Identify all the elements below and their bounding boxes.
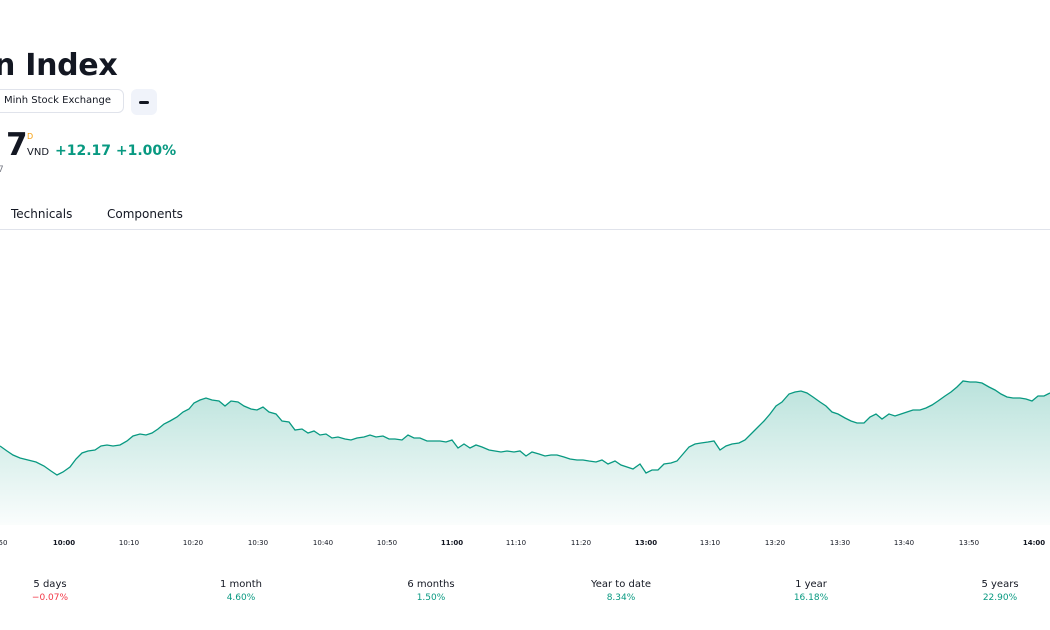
perf-label: 1 month (220, 579, 262, 590)
x-tick-label: 11:20 (571, 539, 591, 547)
tab-technicals[interactable]: Technicals (11, 207, 73, 221)
more-button[interactable] (131, 89, 157, 115)
perf-value: 8.34% (606, 593, 636, 603)
x-tick-label: 13:40 (894, 539, 914, 547)
exchange-chip[interactable]: hi Minh Stock Exchange (0, 89, 124, 113)
perf-label: 6 months (407, 579, 455, 590)
perf-5-days[interactable]: 5 days −0.07% (0, 578, 100, 605)
last-price: 7 (6, 127, 28, 163)
x-tick-label: 11:00 (441, 539, 463, 547)
tab-components[interactable]: Components (107, 207, 183, 221)
x-tick-label: 14:00 (1023, 539, 1045, 547)
perf-value: 16.18% (793, 593, 829, 603)
perf-label: 5 years (981, 579, 1019, 590)
market-status-flag: D (27, 132, 34, 141)
perf-5-years[interactable]: 5 years 22.90% (950, 578, 1050, 605)
x-tick-label: 11:10 (506, 539, 526, 547)
perf-label: 5 days (33, 579, 67, 590)
perf-value: 4.60% (226, 593, 256, 603)
x-tick-label: 10:00 (53, 539, 75, 547)
x-tick-label: 13:50 (959, 539, 979, 547)
perf-label: Year to date (590, 579, 652, 590)
x-tick-label: 13:30 (830, 539, 850, 547)
x-tick-label: 50 (0, 539, 7, 547)
perf-year-to-date[interactable]: Year to date 8.34% (571, 578, 671, 605)
page-title: n Index (0, 48, 118, 83)
secondary-value: 7 (0, 165, 4, 175)
tab-bar: Technicals Components (0, 200, 1050, 230)
perf-6-months[interactable]: 6 months 1.50% (381, 578, 481, 605)
price-line (0, 380, 1050, 476)
x-tick-label: 13:10 (700, 539, 720, 547)
currency-label: VND (27, 147, 50, 158)
x-tick-label: 13:00 (635, 539, 657, 547)
minus-icon (139, 101, 149, 104)
x-tick-label: 10:50 (377, 539, 397, 547)
perf-label: 1 year (795, 579, 827, 590)
price-change: +12.17 +1.00% (55, 143, 177, 159)
x-tick-label: 10:30 (248, 539, 268, 547)
perf-value: −0.07% (31, 593, 69, 603)
x-tick-label: 10:10 (119, 539, 139, 547)
x-axis-labels: 50 10:00 10:10 10:20 10:30 10:40 10:50 11:00 11:… (0, 539, 1045, 547)
perf-1-month[interactable]: 1 month 4.60% (191, 578, 291, 605)
x-tick-label: 13:20 (765, 539, 785, 547)
x-tick-label: 10:20 (183, 539, 203, 547)
perf-value: 1.50% (416, 593, 446, 603)
perf-1-year[interactable]: 1 year 16.18% (761, 578, 861, 605)
x-tick-label: 10:40 (313, 539, 333, 547)
perf-value: 22.90% (982, 593, 1018, 603)
price-area-fill (0, 381, 1050, 525)
